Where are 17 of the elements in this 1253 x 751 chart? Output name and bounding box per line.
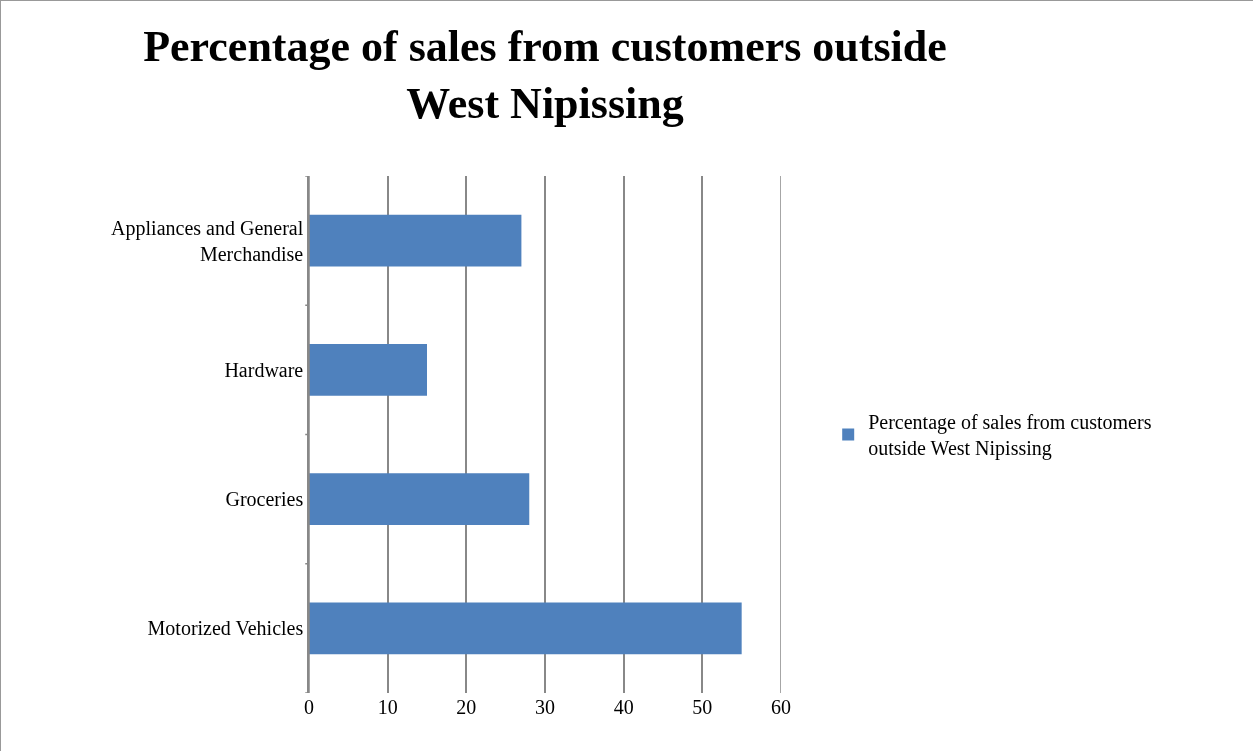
bar bbox=[309, 602, 742, 655]
x-tick-label: 40 bbox=[613, 696, 634, 718]
y-tick-label: Motorized Vehicles bbox=[147, 617, 304, 640]
x-tick-label: 50 bbox=[692, 696, 713, 718]
legend-label: Percentage of sales from customers outside West Nipissing bbox=[868, 411, 1152, 461]
x-tick-label: 10 bbox=[377, 696, 398, 718]
bar bbox=[309, 214, 522, 267]
x-tick-label: 60 bbox=[771, 696, 791, 718]
x-tick-label: 30 bbox=[535, 696, 555, 718]
bar bbox=[309, 473, 530, 525]
y-tick-label: Groceries bbox=[225, 488, 304, 511]
bar bbox=[309, 344, 427, 396]
chart-title: Percentage of sales from customers outside West Nipissing bbox=[143, 22, 947, 129]
y-tick-label: Hardware bbox=[224, 358, 304, 381]
x-tick-label: 20 bbox=[456, 696, 477, 718]
y-tick-label: Appliances and General Merchandise bbox=[111, 216, 304, 265]
x-tick-label: 0 bbox=[304, 696, 314, 718]
